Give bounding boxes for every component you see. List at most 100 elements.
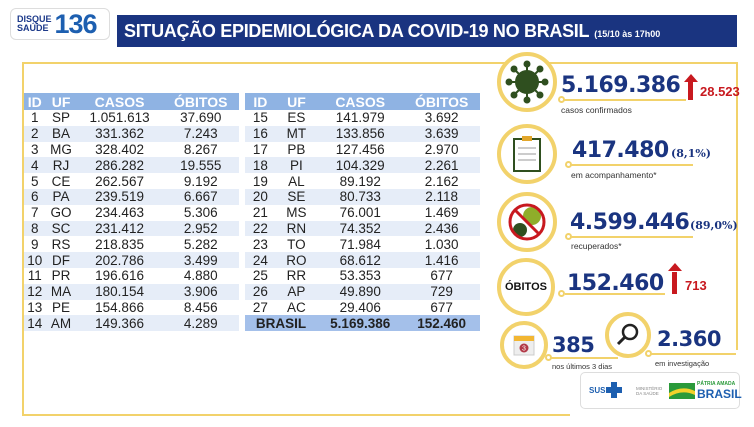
table-cell: RS <box>51 236 71 252</box>
table-cell: 7 <box>30 205 39 221</box>
table-row: 4 RJ 286.282 19.555 <box>24 157 239 174</box>
column-header: ID <box>245 93 276 110</box>
monitoring-label: em acompanhamento* <box>571 170 657 180</box>
table-row: 12 MA 180.154 3.906 <box>24 283 239 300</box>
table-cell: RR <box>286 268 307 284</box>
table-row: 21 MS 76.001 1.469 <box>245 205 480 221</box>
table-row: 19 AL 89.192 2.162 <box>245 173 480 189</box>
table-cell: 234.463 <box>95 205 144 221</box>
logo-line2: SAÚDE <box>17 23 49 33</box>
disque-saude-logo: DISQUE SAÚDE 136 <box>10 8 110 40</box>
table-cell: 3.906 <box>162 283 239 300</box>
table-cell: MT <box>275 125 318 142</box>
table-cell: SP <box>52 110 71 126</box>
table-cell: RO <box>275 252 318 268</box>
table-cell: 196.616 <box>95 268 144 284</box>
table-row: 16 MT 133.856 3.639 <box>245 125 480 142</box>
table-cell: 2.952 <box>162 220 239 237</box>
table-cell: 1.030 <box>424 236 459 252</box>
clipboard-icon-circle <box>497 124 557 184</box>
table-row: 9 RS 218.835 5.282 <box>24 236 239 252</box>
table-row: 15 ES 141.979 3.692 <box>245 110 480 126</box>
column-header: CASOS <box>76 93 163 110</box>
government-logos: SUS MINISTÉRIO DA SAÚDE PÁTRIA AMADA BRA… <box>580 372 742 409</box>
table-cell: 4.289 <box>162 315 239 332</box>
table-cell: 22 <box>245 220 276 237</box>
underline-dot <box>545 354 552 361</box>
table-cell: PI <box>275 157 318 174</box>
increase-arrow-icon <box>672 272 677 294</box>
ministry-text: MINISTÉRIO DA SAÚDE <box>636 386 663 396</box>
table-cell: GO <box>50 205 72 221</box>
states-table-left: ID UF CASOS ÓBITOS 1 SP 1.051.613 37.690 2 BA 331.… <box>24 93 239 332</box>
brazil-flag-icon <box>669 383 695 399</box>
deaths-increase: 713 <box>685 278 707 293</box>
calendar-number: 3 <box>522 346 526 353</box>
table-row: 10 DF 202.786 3.499 <box>24 252 239 268</box>
table-cell: 2.970 <box>424 141 459 157</box>
table-cell: 29.406 <box>339 299 381 315</box>
table-cell: 24 <box>245 252 276 268</box>
table-cell: 133.856 <box>317 125 404 142</box>
column-header: ÓBITOS <box>403 93 480 110</box>
underline <box>565 293 665 295</box>
underline <box>571 236 693 238</box>
table-row: 13 PE 154.866 8.456 <box>24 300 239 316</box>
table-cell: AP <box>275 283 318 300</box>
confirmed-increase: 28.523 <box>700 84 740 99</box>
table-cell: 9.192 <box>183 173 218 189</box>
underline <box>564 99 686 101</box>
magnifier-icon <box>616 323 639 346</box>
table-cell: 154.866 <box>95 299 144 315</box>
table-cell: 2 <box>24 125 46 142</box>
calendar-icon: 3 <box>513 335 535 356</box>
frame-border <box>22 350 24 414</box>
table-cell: 6.667 <box>162 188 239 205</box>
recovered-label: recuperados* <box>571 241 622 251</box>
last3days-value: 385 <box>552 333 595 357</box>
table-cell: 231.412 <box>76 220 163 237</box>
table-cell: 13 <box>27 299 43 315</box>
sus-logo-text: SUS <box>589 386 606 395</box>
no-virus-icon-circle <box>497 192 557 252</box>
table-cell: 23 <box>252 236 268 252</box>
table-row: 2 BA 331.362 7.243 <box>24 125 239 142</box>
table-cell: CE <box>51 173 71 189</box>
table-row: 23 TO 71.984 1.030 <box>245 236 480 252</box>
increase-arrow-icon <box>684 74 698 82</box>
column-header: ID <box>24 93 46 110</box>
table-cell: 68.612 <box>317 252 404 268</box>
clipboard-icon <box>513 136 541 172</box>
logo-line1: DISQUE <box>17 14 52 24</box>
frame-border <box>22 62 738 350</box>
virus-icon <box>505 60 549 104</box>
table-cell: 202.786 <box>76 252 163 268</box>
table-cell: 2.162 <box>424 173 459 189</box>
table-cell: SC <box>45 220 77 237</box>
table-cell: 4 <box>24 157 46 174</box>
calendar-icon-circle: 3 <box>500 321 548 369</box>
last3days-label: nos últimos 3 dias <box>552 362 613 371</box>
table-cell: 239.519 <box>76 188 163 205</box>
underline-dot <box>558 96 565 103</box>
confirmed-value: 5.169.386 <box>561 73 681 98</box>
table-cell: 14 <box>24 315 46 332</box>
table-cell: 89.192 <box>339 173 381 189</box>
table-cell: ES <box>287 110 306 126</box>
table-cell: 20 <box>245 188 276 205</box>
table-cell: 17 <box>252 141 268 157</box>
table-cell: 2.118 <box>403 188 480 205</box>
underline <box>571 164 693 166</box>
table-cell: AM <box>45 315 77 332</box>
table-cell: 1.051.613 <box>89 110 150 126</box>
table-header-row: ID UF CASOS ÓBITOS <box>245 93 480 110</box>
table-cell: 149.366 <box>76 315 163 332</box>
table-cell: 10 <box>24 252 46 268</box>
total-casos: 5.169.386 <box>317 315 404 332</box>
table-cell: 1 <box>30 110 39 126</box>
table-row: 26 AP 49.890 729 <box>245 283 480 300</box>
deaths-icon-circle: ÓBITOS <box>497 258 555 316</box>
table-cell: AC <box>287 299 306 315</box>
table-cell: 21 <box>252 205 268 221</box>
table-cell: 286.282 <box>76 157 163 174</box>
